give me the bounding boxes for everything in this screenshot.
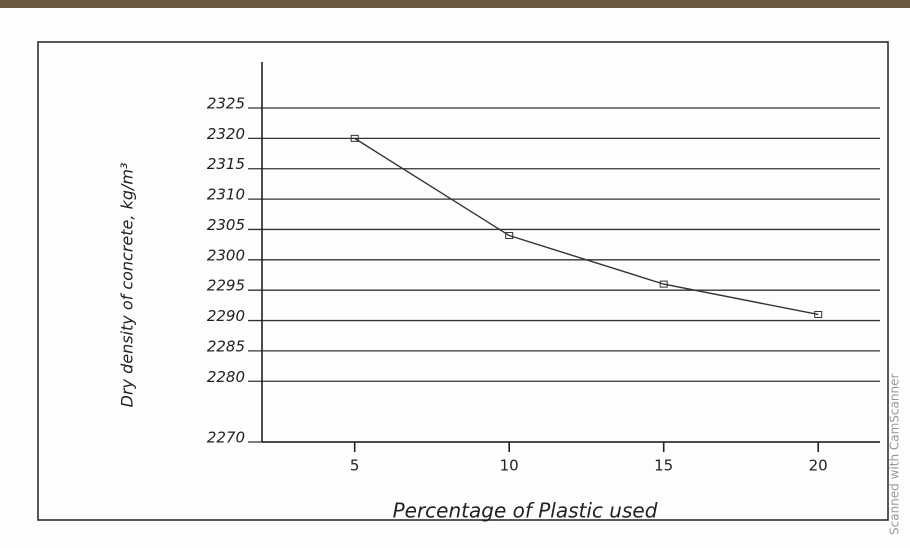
y-tick-label: 2290 bbox=[207, 307, 245, 325]
x-tick-label: 5 bbox=[350, 457, 360, 475]
x-axis-label: Percentage of Plastic used bbox=[393, 499, 658, 523]
y-tick-label: 2310 bbox=[207, 186, 245, 204]
paper-border bbox=[38, 42, 888, 520]
y-axis-label: Dry density of concrete, kg/m³ bbox=[118, 163, 137, 408]
y-tick-label: 2315 bbox=[207, 155, 245, 173]
data-line bbox=[355, 138, 819, 314]
y-tick-label: 2285 bbox=[207, 337, 245, 355]
scan-edge bbox=[0, 0, 910, 8]
page: {"chart_data": {"type": "line", "x_label… bbox=[0, 0, 910, 548]
y-tick-label: 2270 bbox=[207, 429, 245, 447]
y-tick-label: 2320 bbox=[207, 125, 245, 143]
x-tick-label: 10 bbox=[500, 457, 519, 475]
x-tick-label: 15 bbox=[654, 457, 673, 475]
y-tick-label: 2280 bbox=[207, 368, 245, 386]
watermark: Scanned with CamScanner bbox=[888, 374, 902, 535]
x-tick-label: 20 bbox=[809, 457, 828, 475]
chart: Dry density of concrete, kg/m³ Percentag… bbox=[0, 0, 910, 548]
y-tick-label: 2295 bbox=[207, 277, 245, 295]
y-tick-label: 2325 bbox=[207, 95, 245, 113]
y-tick-label: 2300 bbox=[207, 246, 245, 264]
y-tick-label: 2305 bbox=[207, 216, 245, 234]
